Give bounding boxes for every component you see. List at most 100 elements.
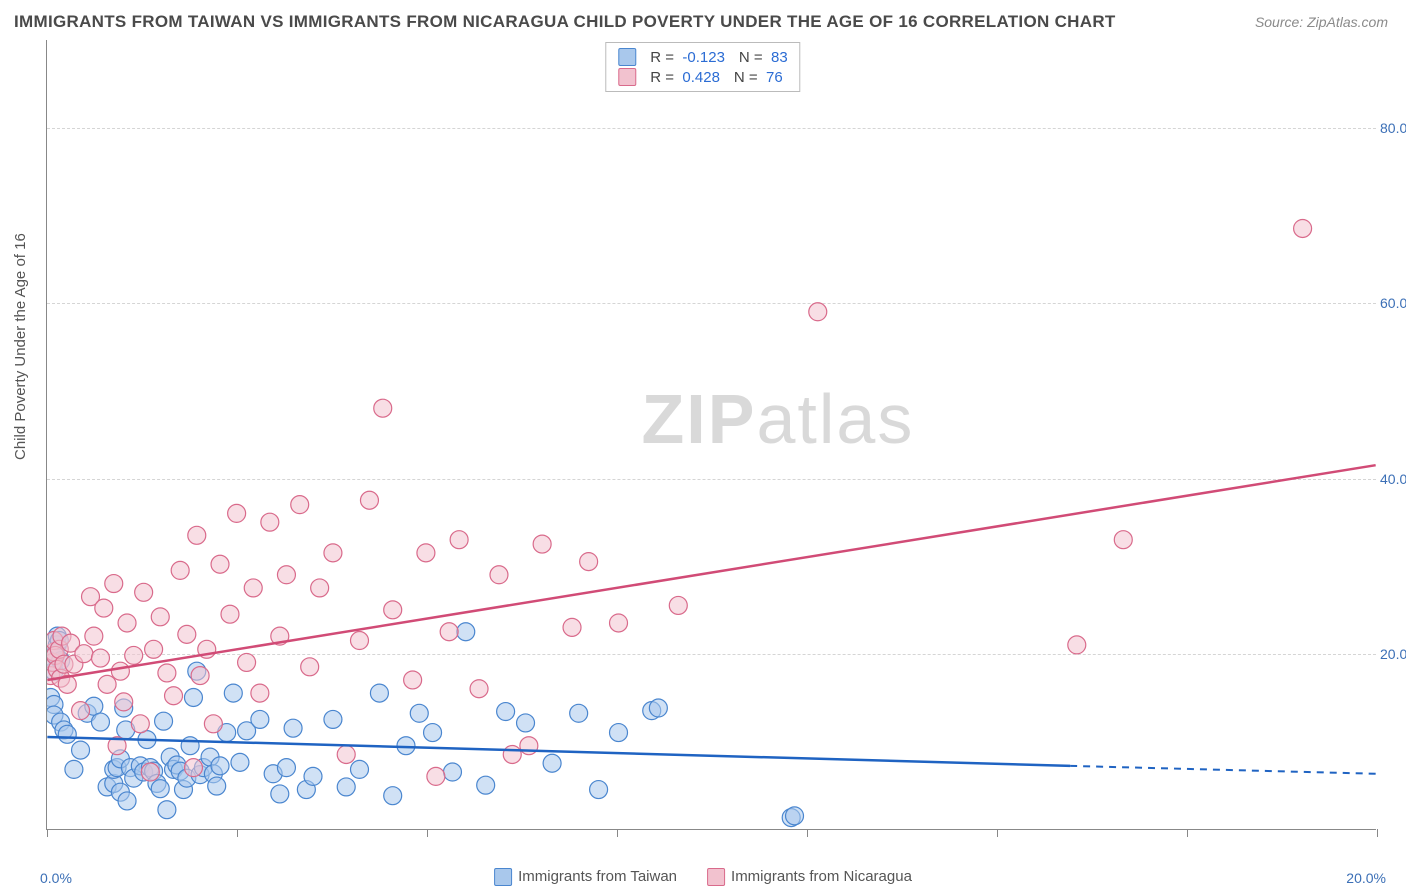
data-point xyxy=(125,646,143,664)
data-point xyxy=(490,566,508,584)
r-label: R = 0.428 xyxy=(650,69,720,86)
data-point xyxy=(284,719,302,737)
y-tick-label: 40.0% xyxy=(1380,471,1406,487)
data-point xyxy=(158,801,176,819)
data-point xyxy=(277,759,295,777)
data-point xyxy=(570,704,588,722)
data-point xyxy=(165,687,183,705)
data-point xyxy=(1294,219,1312,237)
stats-row: R = -0.123N = 83 xyxy=(618,47,787,67)
data-point xyxy=(221,605,239,623)
legend: Immigrants from TaiwanImmigrants from Ni… xyxy=(494,868,912,886)
n-label: N = 83 xyxy=(739,49,788,66)
data-point xyxy=(417,544,435,562)
data-point xyxy=(118,614,136,632)
data-point xyxy=(244,579,262,597)
data-point xyxy=(351,760,369,778)
data-point xyxy=(337,778,355,796)
data-point xyxy=(135,583,153,601)
source-attribution: Source: ZipAtlas.com xyxy=(1255,14,1388,30)
x-axis-max-label: 20.0% xyxy=(1346,870,1386,886)
n-label: N = 76 xyxy=(734,69,783,86)
scatter-plot xyxy=(47,40,1376,829)
data-point xyxy=(72,702,90,720)
data-point xyxy=(404,671,422,689)
data-point xyxy=(111,662,129,680)
legend-item: Immigrants from Nicaragua xyxy=(707,868,912,886)
series-swatch xyxy=(618,48,636,66)
data-point xyxy=(563,618,581,636)
data-point xyxy=(291,496,309,514)
data-point xyxy=(503,745,521,763)
data-point xyxy=(184,689,202,707)
data-point xyxy=(224,684,242,702)
data-point xyxy=(669,596,687,614)
data-point xyxy=(649,699,667,717)
data-point xyxy=(228,504,246,522)
data-point xyxy=(118,792,136,810)
data-point xyxy=(497,703,515,721)
stats-row: R = 0.428 N = 76 xyxy=(618,67,787,87)
data-point xyxy=(301,658,319,676)
data-point xyxy=(1114,531,1132,549)
data-point xyxy=(131,715,149,733)
data-point xyxy=(151,608,169,626)
data-point xyxy=(231,753,249,771)
data-point xyxy=(440,623,458,641)
data-point xyxy=(457,623,475,641)
data-point xyxy=(311,579,329,597)
data-point xyxy=(145,640,163,658)
correlation-stats-box: R = -0.123N = 83 R = 0.428 N = 76 xyxy=(605,42,800,92)
data-point xyxy=(211,757,229,775)
data-point xyxy=(115,693,133,711)
data-point xyxy=(98,675,116,693)
trend-line xyxy=(47,465,1375,680)
y-tick-label: 20.0% xyxy=(1380,646,1406,662)
data-point xyxy=(809,303,827,321)
data-point xyxy=(95,599,113,617)
x-tick xyxy=(47,829,48,837)
data-point xyxy=(178,625,196,643)
trend-line-extrapolation xyxy=(1070,766,1376,774)
legend-swatch xyxy=(707,868,725,886)
legend-swatch xyxy=(494,868,512,886)
data-point xyxy=(450,531,468,549)
data-point xyxy=(337,745,355,763)
data-point xyxy=(384,787,402,805)
data-point xyxy=(155,712,173,730)
data-point xyxy=(251,710,269,728)
data-point xyxy=(158,664,176,682)
data-point xyxy=(543,754,561,772)
data-point xyxy=(477,776,495,794)
data-point xyxy=(374,399,392,417)
data-point xyxy=(141,763,159,781)
data-point xyxy=(324,544,342,562)
x-tick xyxy=(1187,829,1188,837)
data-point xyxy=(91,649,109,667)
data-point xyxy=(324,710,342,728)
data-point xyxy=(470,680,488,698)
chart-title: IMMIGRANTS FROM TAIWAN VS IMMIGRANTS FRO… xyxy=(14,12,1116,32)
plot-area: ZIPatlas 20.0%40.0%60.0%80.0% xyxy=(46,40,1376,830)
data-point xyxy=(520,737,538,755)
data-point xyxy=(443,763,461,781)
x-tick xyxy=(237,829,238,837)
data-point xyxy=(65,760,83,778)
data-point xyxy=(208,777,226,795)
data-point xyxy=(211,555,229,573)
data-point xyxy=(410,704,428,722)
x-tick xyxy=(427,829,428,837)
data-point xyxy=(105,575,123,593)
data-point xyxy=(204,715,222,733)
data-point xyxy=(533,535,551,553)
data-point xyxy=(151,780,169,798)
data-point xyxy=(188,526,206,544)
y-tick-label: 80.0% xyxy=(1380,120,1406,136)
data-point xyxy=(786,807,804,825)
legend-label: Immigrants from Nicaragua xyxy=(731,868,912,885)
x-tick xyxy=(997,829,998,837)
y-axis-label: Child Poverty Under the Age of 16 xyxy=(12,233,29,460)
data-point xyxy=(181,737,199,755)
data-point xyxy=(304,767,322,785)
data-point xyxy=(427,767,445,785)
